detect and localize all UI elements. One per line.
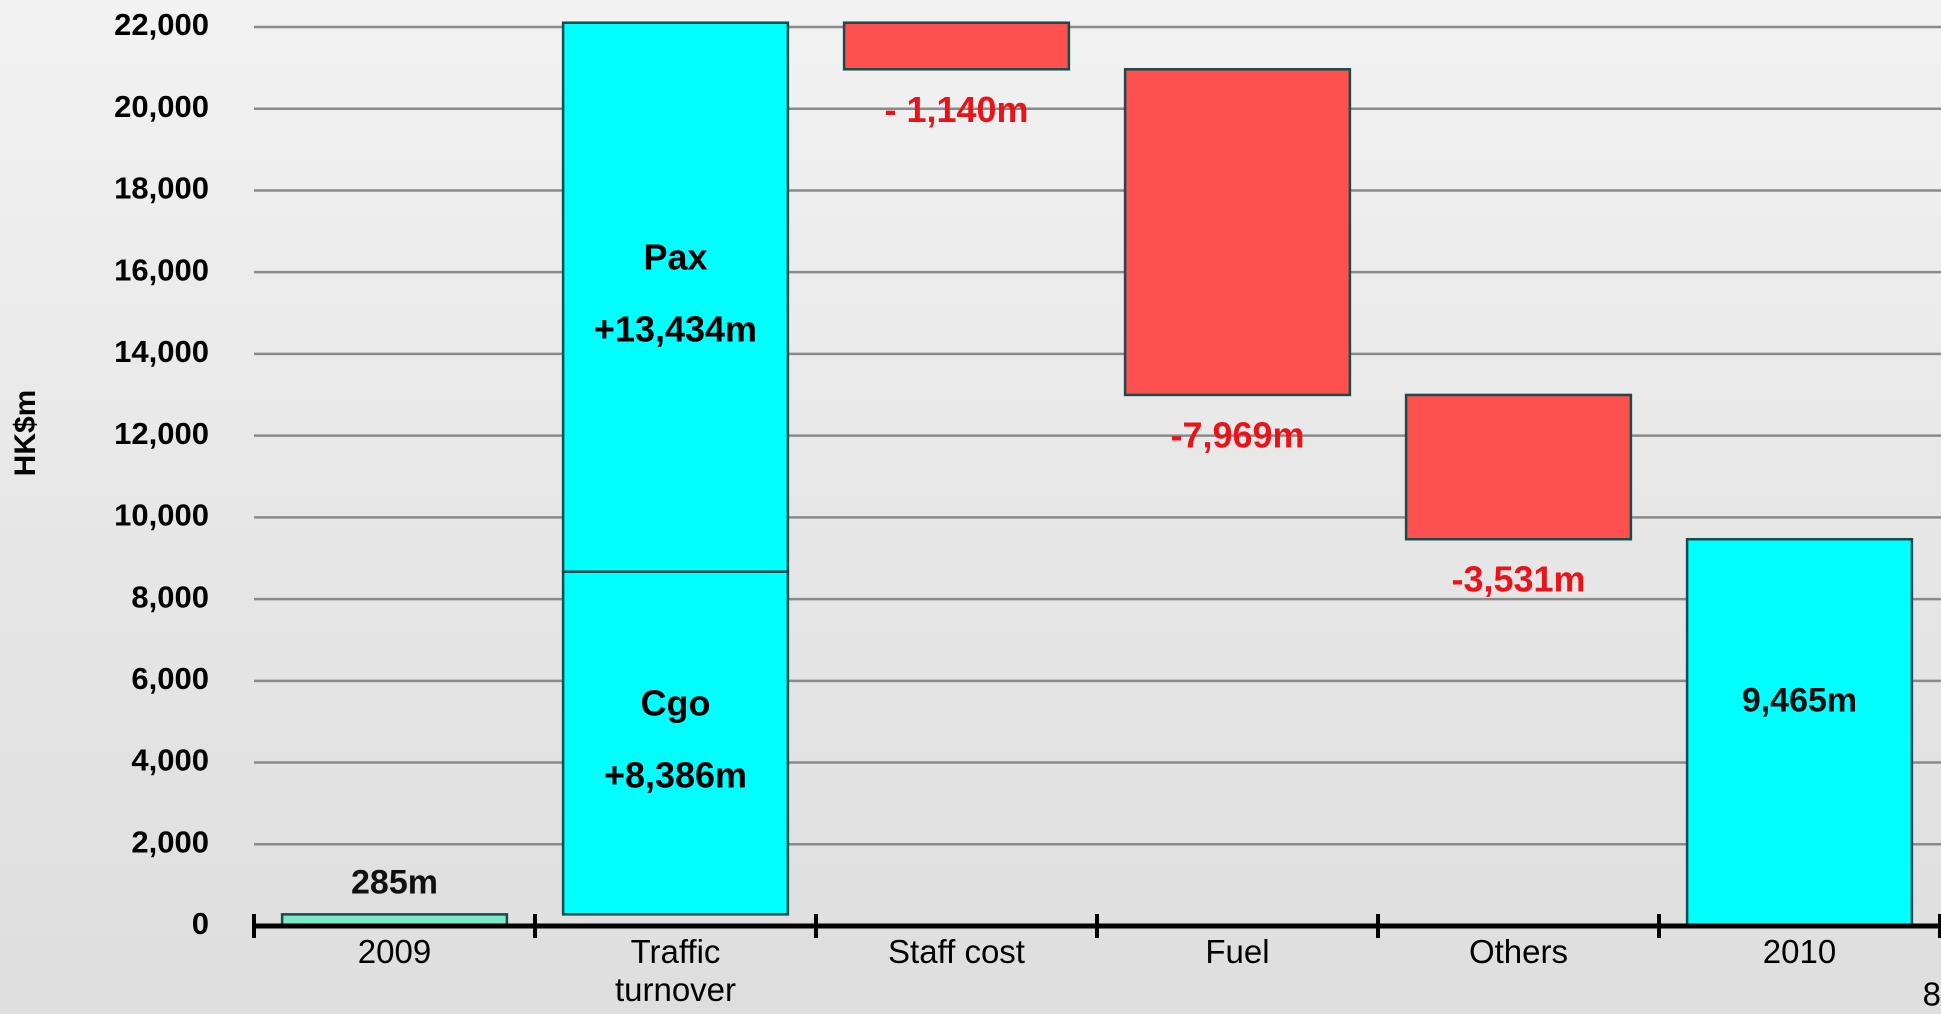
value-label: +8,386m [604, 755, 747, 796]
bar [561, 21, 790, 573]
y-tick-label: 4,000 [131, 743, 209, 778]
x-tick-label: 2010 [1762, 933, 1837, 970]
bar [1123, 68, 1352, 397]
value-label: -7,969m [1170, 414, 1304, 455]
bar [1404, 393, 1633, 541]
segment-name: Pax [643, 237, 707, 278]
y-tick-label: 16,000 [114, 252, 209, 287]
bar [1685, 537, 1914, 928]
bar [561, 570, 790, 916]
y-tick-label: 20,000 [114, 89, 209, 124]
x-tick-label: Others [1468, 933, 1569, 970]
y-tick-label: 22,000 [114, 7, 209, 42]
y-tick-label: 10,000 [114, 498, 209, 533]
value-label: 9,465m [1742, 682, 1857, 720]
x-tick-label: 2009 [357, 933, 432, 970]
y-tick-label: 18,000 [114, 171, 209, 206]
y-tick-label: 14,000 [114, 334, 209, 369]
y-tick-label: 6,000 [131, 661, 209, 696]
page-number: 8 [1923, 976, 1941, 1013]
y-tick-label: 8,000 [131, 579, 209, 614]
value-label: - 1,140m [884, 89, 1028, 130]
bar [842, 21, 1071, 71]
value-label: 285m [351, 863, 438, 901]
y-tick-label: 2,000 [131, 824, 209, 859]
y-axis-label: HK$m [9, 390, 42, 477]
y-tick-label: 12,000 [114, 416, 209, 451]
x-tick-label: Staff cost [888, 933, 1025, 970]
y-tick-label: 0 [192, 906, 209, 941]
x-tick-label: Fuel [1205, 933, 1270, 970]
x-tick-label: Traffic turnover [614, 933, 737, 1008]
value-label: -3,531m [1451, 559, 1585, 600]
segment-name: Cgo [641, 683, 711, 724]
value-label: +13,434m [594, 309, 757, 350]
